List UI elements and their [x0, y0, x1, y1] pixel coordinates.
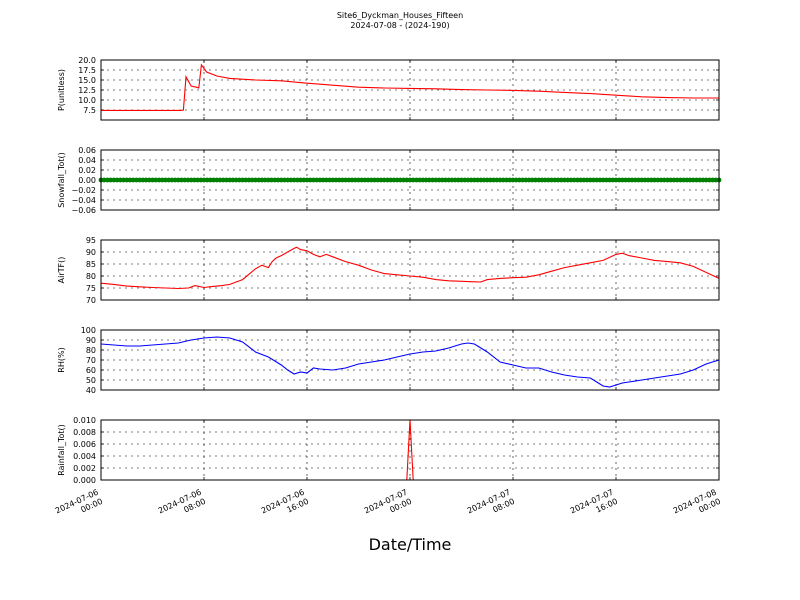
y-tick-label: 20.0: [78, 56, 96, 65]
y-tick-label: 100: [81, 326, 96, 335]
y-axis-label: P(unitless): [57, 69, 66, 111]
chart-title: Site6_Dyckman_Houses_Fifteen: [337, 11, 463, 20]
y-tick-label: 10.0: [78, 96, 96, 105]
axes-frame: [100, 419, 720, 481]
y-tick-label: 0.004: [73, 452, 96, 461]
y-axis-label: AirTF(): [57, 257, 66, 284]
y-tick-label: 7.5: [83, 106, 96, 115]
y-tick-label: 17.5: [78, 66, 96, 75]
panel-5: 0.000 0.002 0.004 0.006 0.008 0.010 Rainfall_T…: [57, 416, 720, 485]
y-tick-label: 0.02: [78, 166, 96, 175]
y-axis-label: Rainfall_Tot(): [57, 424, 66, 476]
y-tick-label: 0.06: [78, 146, 96, 155]
y-tick-label: 90: [86, 248, 96, 257]
y-tick-label: 0.04: [78, 156, 96, 165]
y-tick-label: 60: [86, 366, 96, 375]
y-tick-label: 80: [86, 272, 96, 281]
y-tick-label: 0.008: [73, 428, 96, 437]
y-tick-label: 75: [86, 284, 96, 293]
axes-frame: [100, 329, 720, 391]
y-tick-label: 0.006: [73, 440, 96, 449]
y-tick-label: −0.02: [71, 186, 96, 195]
axes-frame: [100, 59, 720, 121]
y-tick-label: −0.04: [71, 196, 96, 205]
y-tick-label: 90: [86, 336, 96, 345]
y-tick-label: 0.000: [73, 476, 96, 485]
panel-3: 70 75 80 85 90 95 AirTF(): [57, 236, 720, 305]
series-line: [101, 63, 719, 111]
y-tick-label: 70: [86, 296, 96, 305]
y-tick-label: 40: [86, 386, 96, 395]
y-tick-label: 50: [86, 376, 96, 385]
chart-subtitle: 2024-07-08 - (2024-190): [350, 21, 449, 30]
y-tick-label: 12.5: [78, 86, 96, 95]
y-tick-label: −0.06: [71, 206, 96, 215]
y-tick-label: 0.002: [73, 464, 96, 473]
y-tick-label: 15.0: [78, 76, 96, 85]
series-line: [100, 246, 720, 290]
series-line: [100, 336, 720, 388]
y-axis-label: Snowfall_Tot(): [57, 152, 66, 208]
y-tick-label: 0.00: [78, 176, 96, 185]
panel-1: 7.510.012.515.017.520.0 P(unitless): [57, 56, 720, 121]
y-tick-label: 0.010: [73, 416, 96, 425]
y-tick-label: 85: [86, 260, 96, 269]
y-tick-label: 95: [86, 236, 96, 245]
y-axis-label: RH(%): [57, 347, 66, 372]
y-tick-label: 80: [86, 346, 96, 355]
x-axis-label: Date/Time: [369, 535, 452, 554]
panel-2: −0.06−0.04−0.020.000.020.040.06 Snowfall_…: [57, 146, 722, 215]
y-tick-label: 70: [86, 356, 96, 365]
series-points: [98, 177, 722, 183]
panels: 7.510.012.515.017.520.0P(unitless)−0.06−…: [57, 56, 722, 485]
axes-frame: [100, 149, 720, 211]
axes-frame: [100, 239, 720, 301]
